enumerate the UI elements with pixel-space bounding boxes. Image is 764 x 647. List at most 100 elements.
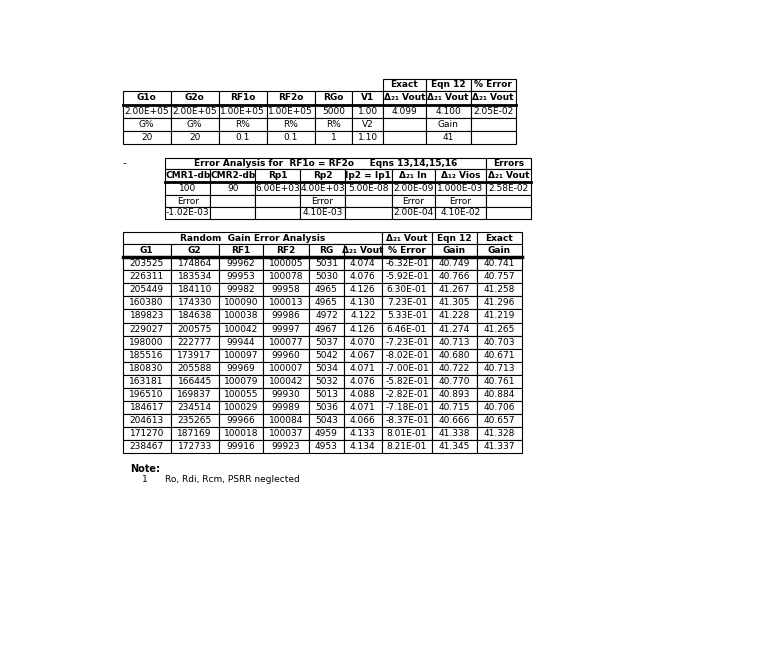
Text: 40.713: 40.713 [484,364,515,373]
Text: 5042: 5042 [315,351,338,360]
Text: 100: 100 [179,184,196,193]
Bar [477,427,522,441]
Bar [477,283,522,296]
Text: 99944: 99944 [227,338,255,347]
Text: 100055: 100055 [224,390,258,399]
Text: 41.338: 41.338 [439,429,470,438]
Bar [432,232,477,244]
Bar [344,283,382,296]
Bar [219,375,263,388]
Bar [382,349,432,362]
Text: 40.666: 40.666 [439,416,470,425]
Text: 41.258: 41.258 [484,285,515,294]
Text: 184638: 184638 [177,311,212,320]
Bar [382,270,432,283]
Bar [165,170,210,182]
Bar [432,336,477,349]
Text: 99962: 99962 [226,259,255,268]
Bar [123,349,170,362]
Text: 100018: 100018 [224,429,258,438]
Bar [477,232,522,244]
Text: 4.067: 4.067 [350,351,376,360]
Bar [471,91,516,105]
Text: 41.219: 41.219 [484,311,515,320]
Bar [210,170,255,182]
Text: 4.071: 4.071 [350,364,376,373]
Text: 4.126: 4.126 [350,285,376,294]
Bar [432,283,477,296]
Bar [477,414,522,427]
Bar [219,270,263,283]
Text: 2.00E-09: 2.00E-09 [393,184,433,193]
Text: 4.10E-02: 4.10E-02 [440,208,481,217]
Text: 4.076: 4.076 [350,377,376,386]
Text: -1.02E-03: -1.02E-03 [166,208,209,217]
Text: 4.134: 4.134 [350,443,376,452]
Text: 1.00E+05: 1.00E+05 [268,107,313,116]
Text: -8.02E-01: -8.02E-01 [385,351,429,360]
Bar [267,131,315,144]
Bar [486,195,531,207]
Bar [315,105,352,118]
Text: Eqn 12: Eqn 12 [437,234,471,243]
Text: Exact: Exact [390,80,418,89]
Bar [255,207,300,219]
Text: G%: G% [187,120,202,129]
Bar [170,375,219,388]
Text: 5043: 5043 [315,416,338,425]
Bar [382,388,432,401]
Bar [382,257,432,270]
Text: 6.30E-01: 6.30E-01 [387,285,427,294]
Text: % Error: % Error [474,80,512,89]
Bar [432,309,477,322]
Bar [432,441,477,454]
Bar [477,349,522,362]
Bar [309,414,344,427]
Bar [170,362,219,375]
Text: 99997: 99997 [272,325,300,334]
Text: 4972: 4972 [315,311,338,320]
Text: 100078: 100078 [269,272,303,281]
Text: 8.21E-01: 8.21E-01 [387,443,427,452]
Text: CMR2-db: CMR2-db [210,171,255,181]
Text: 196510: 196510 [129,390,164,399]
Text: 183534: 183534 [177,272,212,281]
Text: 226311: 226311 [130,272,163,281]
Text: 4967: 4967 [315,325,338,334]
Text: Δ₂₁ Vout: Δ₂₁ Vout [384,93,425,102]
Text: 1.00: 1.00 [358,107,377,116]
Text: G1o: G1o [137,93,157,102]
Bar [382,401,432,414]
Text: 189823: 189823 [129,311,163,320]
Text: 40.749: 40.749 [439,259,470,268]
Text: -2.82E-01: -2.82E-01 [385,390,429,399]
Bar [477,336,522,349]
Text: 4.126: 4.126 [350,325,376,334]
Text: Rp1: Rp1 [268,171,287,181]
Text: 174330: 174330 [177,298,212,307]
Bar [263,388,309,401]
Bar [383,131,426,144]
Bar [170,427,219,441]
Text: 4.088: 4.088 [350,390,376,399]
Bar [123,131,170,144]
Text: Eqn 12: Eqn 12 [431,80,465,89]
Text: RG: RG [319,246,334,255]
Text: -6.32E-01: -6.32E-01 [385,259,429,268]
Bar [219,105,267,118]
Bar [123,91,170,105]
Bar [432,401,477,414]
Text: 99923: 99923 [272,443,300,452]
Text: 41.267: 41.267 [439,285,470,294]
Bar [345,170,392,182]
Bar [165,207,210,219]
Bar [263,427,309,441]
Bar [219,414,263,427]
Text: -7.18E-01: -7.18E-01 [385,403,429,412]
Text: 40.680: 40.680 [439,351,470,360]
Bar [382,322,432,336]
Bar [309,322,344,336]
Text: 5.33E-01: 5.33E-01 [387,311,427,320]
Bar [426,105,471,118]
Text: 20: 20 [141,133,152,142]
